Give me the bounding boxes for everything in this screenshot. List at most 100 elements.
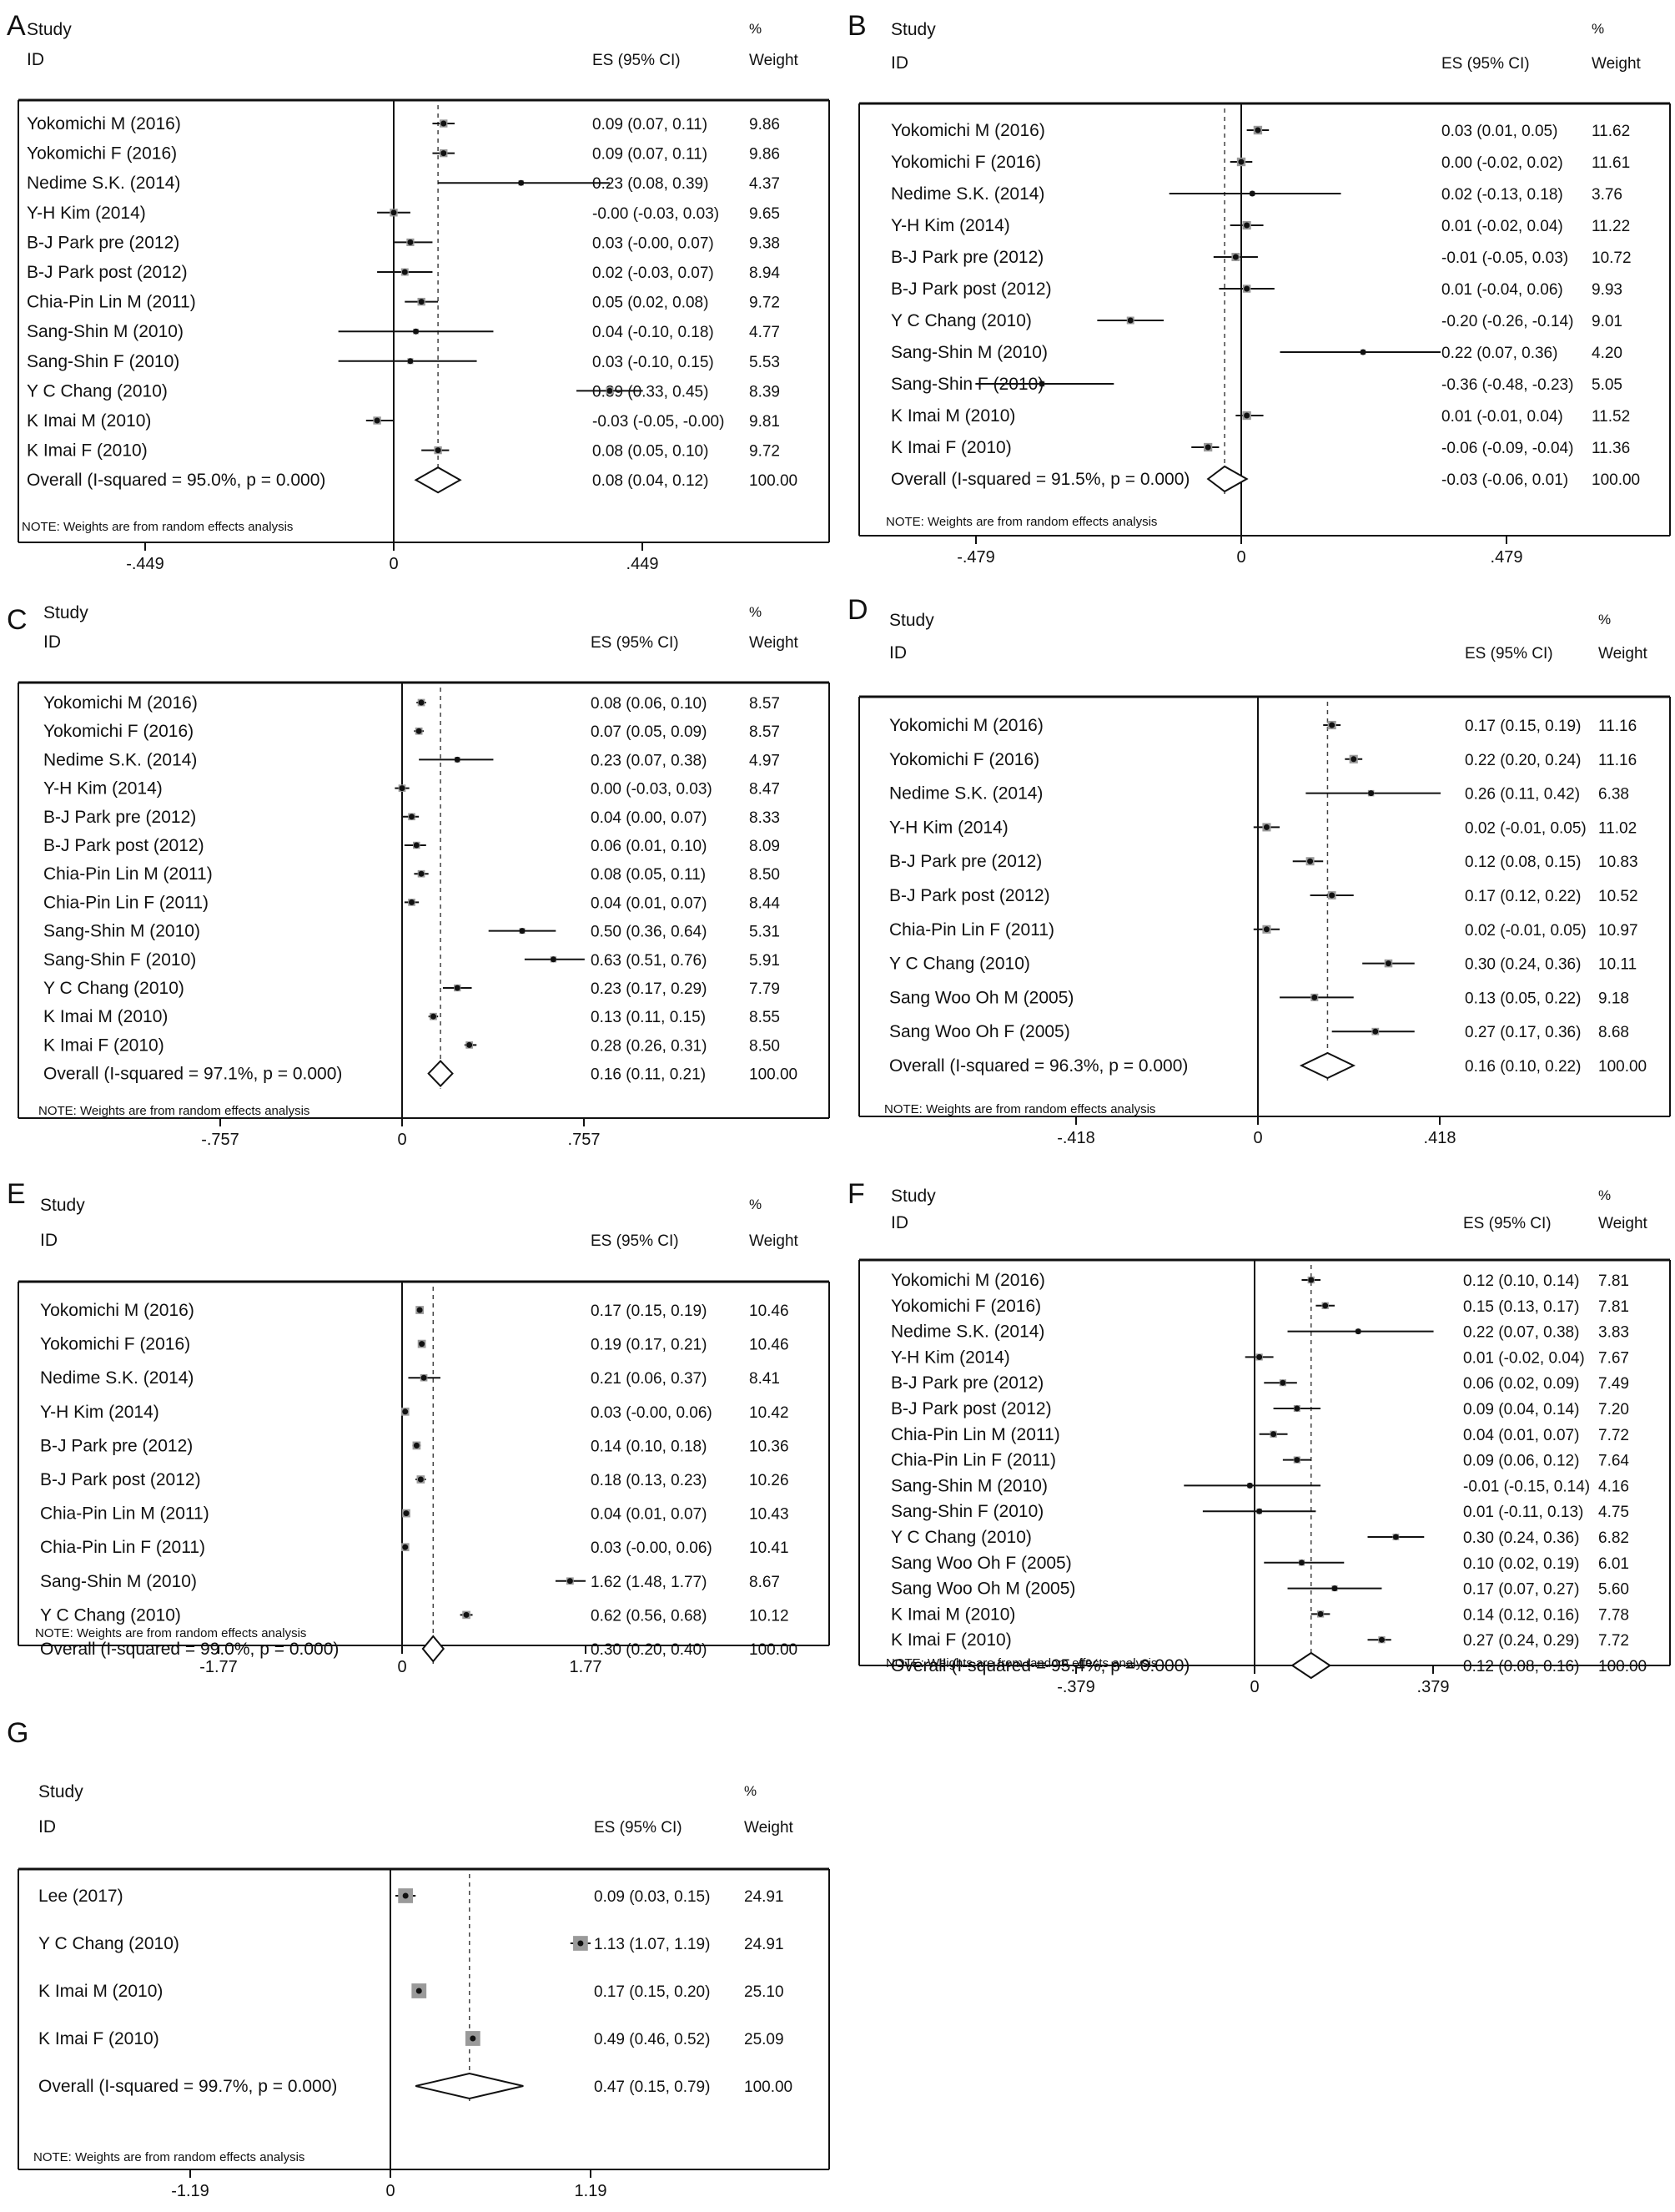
- study-weight: 6.01: [1598, 1555, 1629, 1573]
- header-id: ID: [40, 1231, 58, 1250]
- overall-label: Overall (I-squared = 96.3%, p = 0.000): [889, 1056, 1188, 1076]
- study-weight: 8.55: [749, 1009, 780, 1026]
- study-point: [1263, 926, 1270, 933]
- study-weight: 10.46: [749, 1337, 789, 1354]
- forest-panel-g: G Study ID ES (95% CI)% Weight Lee (2017) 0.09…: [7, 1717, 830, 2200]
- study-label: Nedime S.K. (2014): [43, 750, 197, 769]
- study-point: [566, 1578, 573, 1585]
- study-label: B-J Park pre (2012): [27, 233, 179, 252]
- study-es: 0.01 (-0.11, 0.13): [1463, 1504, 1583, 1521]
- overall-label: Overall (I-squared = 97.1%, p = 0.000): [43, 1065, 342, 1084]
- study-point: [550, 956, 556, 963]
- study-label: Sang Woo Oh M (2005): [889, 988, 1074, 1007]
- panel-label: B: [848, 10, 867, 42]
- study-weight: 4.37: [749, 175, 780, 193]
- study-weight: 25.10: [744, 1983, 784, 2001]
- study-es: 0.50 (0.36, 0.64): [591, 924, 707, 941]
- study-label: Y-H Kim (2014): [40, 1403, 159, 1422]
- study-label: Sang Woo Oh F (2005): [891, 1554, 1072, 1573]
- study-weight: 11.52: [1592, 408, 1630, 426]
- study-label: Sang-Shin F (2010): [891, 375, 1044, 394]
- study-es: 0.14 (0.12, 0.16): [1463, 1606, 1579, 1624]
- panel-label: E: [7, 1178, 26, 1210]
- study-point: [1244, 412, 1250, 419]
- panel-label: A: [7, 10, 26, 42]
- study-weight: 9.18: [1598, 990, 1629, 1007]
- header-id: ID: [38, 1817, 56, 1837]
- study-es: 0.21 (0.06, 0.37): [591, 1370, 707, 1388]
- study-label: Y C Chang (2010): [889, 955, 1030, 974]
- study-es: 0.15 (0.13, 0.17): [1463, 1298, 1579, 1316]
- overall-es: 0.16 (0.10, 0.22): [1465, 1058, 1581, 1076]
- study-es: 0.02 (-0.13, 0.18): [1441, 186, 1563, 204]
- study-point: [418, 870, 425, 877]
- x-tick-label: -.379: [1057, 1678, 1095, 1696]
- study-point: [1360, 349, 1366, 355]
- study-label: B-J Park pre (2012): [40, 1436, 193, 1455]
- study-weight: 4.77: [749, 324, 780, 341]
- study-label: Sang-Shin F (2010): [891, 1502, 1044, 1521]
- header-weight: Weight: [749, 52, 799, 69]
- header-percent: %: [749, 1197, 762, 1212]
- overall-weight: 100.00: [1598, 1058, 1647, 1076]
- study-es: 0.01 (-0.02, 0.04): [1463, 1349, 1585, 1367]
- study-es: -0.01 (-0.15, 0.14): [1463, 1478, 1590, 1495]
- study-weight: 24.91: [744, 1888, 784, 1906]
- weights-note: NOTE: Weights are from random effects an…: [886, 1656, 1157, 1670]
- header-id: ID: [891, 1213, 908, 1232]
- study-label: K Imai M (2010): [27, 411, 151, 431]
- overall-es: 0.47 (0.15, 0.79): [594, 2078, 710, 2096]
- study-point: [518, 179, 525, 186]
- overall-weight: 100.00: [749, 1066, 797, 1084]
- study-label: Chia-Pin Lin F (2011): [40, 1538, 205, 1557]
- study-weight: 10.12: [749, 1607, 789, 1625]
- study-label: B-J Park pre (2012): [891, 248, 1044, 267]
- study-label: Y C Chang (2010): [40, 1605, 181, 1625]
- weights-note: NOTE: Weights are from random effects an…: [35, 1626, 306, 1640]
- study-point: [1249, 190, 1255, 197]
- x-tick-label: -.757: [201, 1131, 239, 1149]
- study-weight: 9.86: [749, 146, 780, 164]
- header-percent: %: [1598, 1187, 1611, 1203]
- study-es: 0.02 (-0.01, 0.05): [1465, 819, 1587, 837]
- study-point: [1311, 994, 1318, 1000]
- header-percent: %: [744, 1783, 757, 1799]
- header-percent: %: [1592, 21, 1604, 37]
- header-study: Study: [38, 1782, 83, 1801]
- study-weight: 8.68: [1598, 1024, 1629, 1041]
- study-label: Chia-Pin Lin F (2011): [889, 920, 1054, 940]
- study-weight: 8.39: [749, 383, 780, 401]
- x-tick-label: -1.19: [171, 2182, 209, 2200]
- x-tick-label: .379: [1417, 1678, 1450, 1696]
- study-weight: 11.22: [1592, 218, 1630, 235]
- study-point: [1255, 127, 1261, 134]
- study-point: [454, 985, 460, 991]
- study-point: [1127, 317, 1134, 324]
- study-weight: 5.53: [749, 354, 780, 371]
- study-weight: 8.57: [749, 723, 780, 741]
- overall-diamond: [1206, 465, 1249, 493]
- x-tick-label: .449: [626, 555, 659, 573]
- header-es: ES (95% CI): [594, 1819, 682, 1837]
- x-tick-label: 0: [1236, 548, 1245, 567]
- study-es: 0.30 (0.24, 0.36): [1463, 1529, 1579, 1547]
- header-weight: Weight: [744, 1819, 794, 1837]
- overall-es: 0.12 (0.08, 0.16): [1463, 1658, 1579, 1675]
- header-study: Study: [40, 1196, 85, 1215]
- study-point: [1298, 1559, 1305, 1566]
- study-weight: 4.75: [1598, 1504, 1629, 1521]
- panel-label: C: [7, 604, 28, 636]
- study-es: 0.22 (0.20, 0.24): [1465, 752, 1581, 769]
- x-tick-label: .418: [1424, 1129, 1456, 1147]
- forest-panel-d: D Study ID ES (95% CI)% Weight Yokomichi M (2…: [848, 594, 1671, 1147]
- study-label: Y C Chang (2010): [38, 1934, 179, 1953]
- study-es: -0.06 (-0.09, -0.04): [1441, 440, 1573, 457]
- study-point: [1256, 1508, 1263, 1514]
- study-es: 0.04 (0.00, 0.07): [591, 809, 707, 827]
- study-weight: 6.38: [1598, 786, 1629, 804]
- study-es: 0.17 (0.15, 0.19): [1465, 718, 1581, 735]
- study-es: 0.28 (0.26, 0.31): [591, 1037, 707, 1055]
- study-es: 0.07 (0.05, 0.09): [591, 723, 707, 741]
- study-label: Sang Woo Oh M (2005): [891, 1580, 1075, 1599]
- overall-label: Overall (I-squared = 91.5%, p = 0.000): [891, 470, 1190, 489]
